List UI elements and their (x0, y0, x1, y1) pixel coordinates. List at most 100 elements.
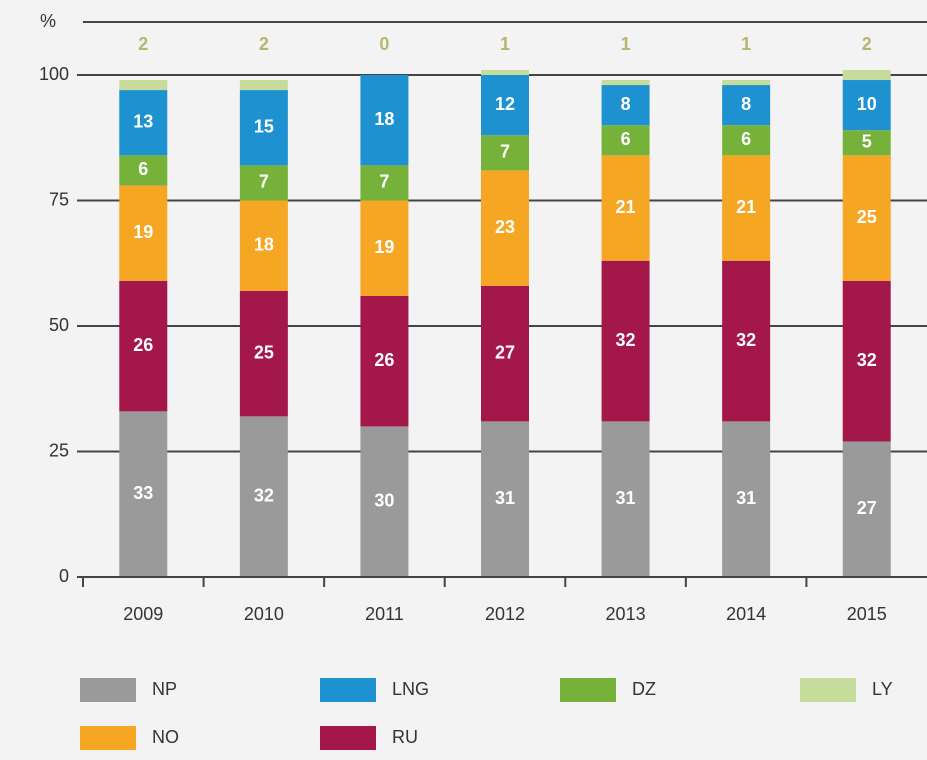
x-tick-label: 2013 (606, 604, 646, 624)
bar-segment (842, 69, 891, 81)
x-tick-label: 2015 (847, 604, 887, 624)
legend-swatch (560, 678, 616, 702)
data-label: 6 (138, 159, 148, 179)
bar-segment (481, 170, 529, 286)
legend-label: LNG (392, 679, 429, 699)
data-label: 2 (138, 34, 148, 54)
data-label: 8 (621, 94, 631, 114)
data-label: 32 (616, 330, 636, 350)
legend-swatch (320, 678, 376, 702)
bar-segment (842, 441, 891, 577)
bar-segment (119, 411, 168, 577)
bar-segment (601, 260, 650, 422)
legend-label: DZ (632, 679, 656, 699)
data-label: 32 (736, 330, 756, 350)
data-label: 10 (857, 94, 877, 114)
data-label: 23 (495, 217, 515, 237)
y-tick-label: 0 (59, 566, 69, 586)
data-label: 33 (133, 483, 153, 503)
bar-segment (119, 185, 168, 281)
data-label: 31 (495, 488, 515, 508)
bar-segment (722, 155, 771, 261)
bar-segment (119, 155, 168, 186)
data-label: 18 (254, 234, 274, 254)
bar-segment (481, 69, 529, 75)
data-label: 1 (500, 34, 510, 54)
bar-segment (360, 200, 409, 296)
bar-segment (119, 80, 168, 91)
data-label: 7 (259, 172, 269, 192)
data-label: 25 (254, 342, 274, 362)
data-label: 1 (621, 34, 631, 54)
x-tick-label: 2011 (365, 604, 404, 624)
data-label: 15 (254, 116, 274, 136)
data-label: 7 (379, 172, 389, 192)
x-tick-label: 2014 (726, 604, 766, 624)
bar-segment (601, 125, 650, 156)
legend-swatch (320, 726, 376, 750)
legend-swatch (800, 678, 856, 702)
y-tick-label: 100 (39, 64, 69, 84)
legend-label: RU (392, 727, 418, 747)
data-label: 8 (741, 94, 751, 114)
y-tick-label: 25 (49, 440, 69, 460)
bar-segment (360, 295, 409, 427)
bar-segment (119, 280, 168, 412)
bar-segment (601, 85, 650, 126)
data-label: 2 (862, 34, 872, 54)
data-label: 27 (495, 342, 515, 362)
legend-label: LY (872, 679, 893, 699)
bar-segment (360, 165, 409, 201)
bar-segment (722, 80, 771, 86)
data-label: 25 (857, 207, 877, 227)
x-tick-label: 2010 (244, 604, 284, 624)
data-label: 0 (379, 34, 389, 54)
bar-segment (239, 90, 288, 166)
data-label: 12 (495, 94, 515, 114)
bar-segment (842, 155, 891, 281)
bar-segment (360, 75, 409, 166)
data-label: 19 (133, 222, 153, 242)
legend-label: NO (152, 727, 179, 747)
data-label: 19 (374, 237, 394, 257)
data-label: 1 (741, 34, 751, 54)
x-tick-label: 2012 (485, 604, 525, 624)
bar-segment (481, 75, 529, 136)
bar-segment (239, 200, 288, 291)
y-tick-label: 75 (49, 189, 69, 209)
bar-segment (722, 85, 771, 126)
bar-segment (601, 421, 650, 577)
x-tick-label: 2009 (123, 604, 163, 624)
data-label: 13 (133, 111, 153, 131)
bar-segment (481, 135, 529, 171)
bar-segment (601, 155, 650, 261)
legend-label: NP (152, 679, 177, 699)
bar-segment (239, 290, 288, 417)
data-label: 32 (254, 485, 274, 505)
data-label: 26 (133, 335, 153, 355)
data-label: 7 (500, 142, 510, 162)
bar-segment (119, 90, 168, 156)
bar-segment (239, 80, 288, 91)
legend-swatch (80, 678, 136, 702)
bar-segment (842, 130, 891, 156)
data-label: 31 (616, 488, 636, 508)
data-label: 32 (857, 350, 877, 370)
data-label: 21 (736, 197, 756, 217)
data-label: 30 (374, 490, 394, 510)
bar-segment (481, 421, 529, 577)
bar-segment (601, 80, 650, 86)
bar-segment (722, 260, 771, 422)
data-label: 27 (857, 498, 877, 518)
bar-segment (481, 285, 529, 422)
data-label: 31 (736, 488, 756, 508)
y-axis-label: % (40, 11, 56, 31)
data-label: 26 (374, 350, 394, 370)
bar-segment (722, 125, 771, 156)
bar-segment (239, 416, 288, 577)
data-label: 21 (616, 197, 636, 217)
y-tick-label: 50 (49, 315, 69, 335)
bar-segment (360, 426, 409, 577)
data-label: 2 (259, 34, 269, 54)
